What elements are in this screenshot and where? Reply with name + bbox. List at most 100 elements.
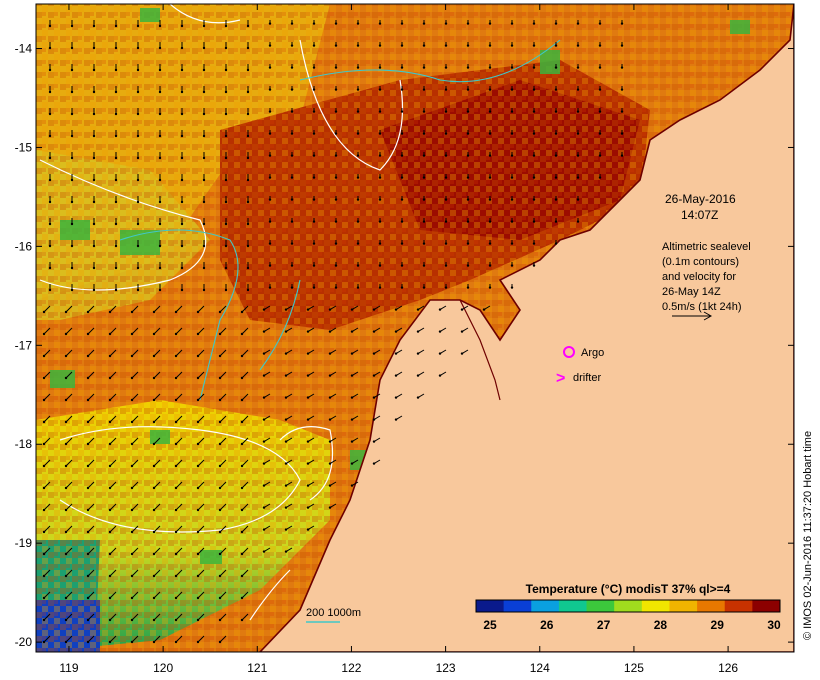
velocity-arrow-head — [262, 418, 266, 421]
velocity-arrow — [153, 569, 161, 577]
velocity-arrow-head — [240, 332, 244, 336]
velocity-arrow-head — [86, 376, 90, 380]
velocity-arrow-head — [196, 486, 200, 490]
velocity-arrows — [42, 20, 624, 644]
velocity-arrow-head — [372, 462, 376, 465]
velocity-arrow-head — [422, 132, 426, 135]
velocity-arrow-head — [532, 264, 536, 267]
velocity-arrow-head — [152, 618, 156, 622]
velocity-arrow-head — [510, 44, 514, 47]
velocity-arrow-head — [64, 442, 68, 446]
velocity-arrow-head — [422, 242, 426, 245]
sealevel-line-1: Altimetric sealevel — [662, 241, 751, 253]
velocity-arrow-head — [400, 176, 404, 179]
velocity-arrow-head — [350, 462, 354, 465]
velocity-arrow-head — [350, 396, 354, 399]
velocity-arrow-head — [284, 506, 288, 509]
velocity-arrow-head — [262, 330, 266, 333]
velocity-arrow-head — [268, 286, 272, 289]
velocity-arrow — [197, 503, 205, 511]
velocity-arrow-head — [218, 640, 222, 644]
velocity-arrow-head — [416, 330, 420, 333]
annotation-sealevel: Altimetric sealevel (0.1m contours) and … — [662, 241, 751, 321]
velocity-arrow-head — [42, 332, 46, 336]
velocity-arrow-head — [284, 462, 288, 465]
velocity-arrow-head — [136, 90, 140, 94]
velocity-arrow-head — [312, 66, 316, 69]
velocity-arrow-head — [290, 44, 294, 47]
velocity-arrow-head — [152, 332, 156, 336]
velocity-arrow-head — [334, 88, 338, 91]
velocity-arrow-head — [466, 154, 470, 157]
velocity-arrow-head — [64, 552, 68, 556]
colorbar-swatch — [641, 600, 670, 612]
depth-legend: 200 1000m — [306, 607, 361, 623]
velocity-arrow-head — [202, 178, 206, 182]
velocity-arrow-head — [224, 90, 228, 94]
velocity-arrow-head — [108, 310, 112, 314]
colorbar-swatch — [586, 600, 615, 612]
velocity-arrow — [197, 569, 205, 577]
velocity-arrow-head — [422, 286, 426, 289]
velocity-arrow — [219, 613, 227, 621]
velocity-arrow-head — [554, 66, 558, 69]
velocity-arrow-head — [394, 418, 398, 421]
velocity-arrow-head — [356, 286, 360, 289]
colorbar-tick-label: 25 — [483, 618, 497, 632]
velocity-arrow-head — [240, 618, 244, 622]
lat-tick-label: -20 — [15, 635, 33, 649]
velocity-arrow-head — [532, 66, 536, 69]
velocity-arrow — [175, 437, 183, 445]
velocity-arrow — [43, 327, 51, 335]
velocity-arrow-head — [290, 242, 294, 245]
velocity-arrow-head — [356, 154, 360, 157]
colorbar-swatch — [558, 600, 588, 612]
velocity-arrow-head — [130, 464, 134, 468]
velocity-arrow — [109, 569, 117, 577]
scale-arrow-head — [703, 311, 713, 321]
velocity-arrow-head — [70, 244, 74, 248]
velocity-arrow-head — [488, 242, 492, 245]
velocity-arrow — [197, 349, 205, 357]
velocity-arrow-head — [246, 244, 250, 248]
velocity-arrow-head — [378, 22, 382, 25]
velocity-arrow — [87, 481, 95, 489]
velocity-arrow-head — [202, 90, 206, 94]
velocity-arrow — [153, 371, 161, 379]
velocity-arrow-head — [400, 220, 404, 223]
velocity-arrow — [241, 371, 249, 379]
velocity-arrow — [65, 393, 73, 401]
velocity-arrow-head — [290, 220, 294, 223]
velocity-arrow-head — [174, 552, 178, 556]
velocity-arrow-head — [86, 508, 90, 512]
velocity-arrow-head — [240, 310, 244, 314]
velocity-arrow-head — [444, 154, 448, 157]
velocity-arrow-head — [510, 220, 514, 223]
velocity-arrow — [197, 459, 205, 467]
velocity-arrow-head — [218, 552, 222, 556]
velocity-arrow-head — [268, 88, 272, 91]
velocity-arrow-head — [422, 198, 426, 201]
velocity-arrow-head — [488, 264, 492, 267]
velocity-arrow-head — [240, 376, 244, 380]
velocity-arrow-head — [268, 110, 272, 113]
velocity-arrow-head — [306, 418, 310, 421]
velocity-arrow-head — [240, 596, 244, 600]
velocity-arrow-head — [108, 398, 112, 402]
velocity-arrow — [65, 305, 73, 313]
velocity-arrow-head — [268, 198, 272, 201]
velocity-arrow-head — [136, 288, 140, 292]
velocity-arrow-head — [328, 330, 332, 333]
velocity-arrow-head — [378, 286, 382, 289]
velocity-arrow — [175, 349, 183, 357]
velocity-arrow-head — [334, 110, 338, 113]
velocity-arrow-head — [180, 90, 184, 94]
velocity-arrow-head — [224, 266, 228, 270]
velocity-arrow-head — [42, 464, 46, 468]
velocity-arrow-head — [394, 352, 398, 355]
velocity-arrow-head — [262, 374, 266, 377]
velocity-arrow — [87, 525, 95, 533]
velocity-arrow-head — [290, 110, 294, 113]
velocity-arrow-head — [70, 68, 74, 72]
velocity-arrow-head — [136, 266, 140, 270]
